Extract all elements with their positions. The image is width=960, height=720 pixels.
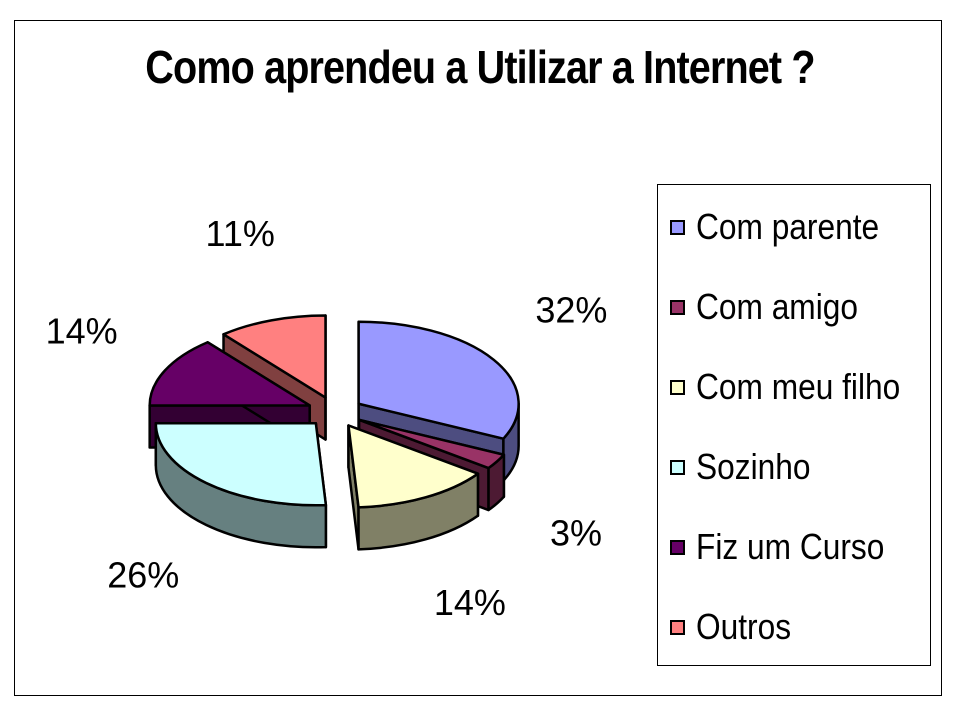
legend-label: Com parente bbox=[696, 206, 880, 247]
legend-swatch bbox=[670, 619, 685, 635]
data-label-com-amigo: 3% bbox=[550, 513, 602, 554]
data-labels: 32% 3% 14% 26% 14% 11% bbox=[46, 213, 608, 623]
legend-swatch bbox=[670, 299, 685, 315]
pie-slice-com-meu-filho bbox=[347, 424, 480, 551]
legend-label: Com amigo bbox=[696, 286, 858, 327]
legend-item-com-meu-filho: Com meu filho bbox=[670, 366, 928, 407]
data-label-sozinho: 26% bbox=[107, 554, 179, 595]
legend-label: Fiz um Curso bbox=[696, 526, 885, 567]
legend-swatch bbox=[670, 379, 685, 395]
legend-swatch bbox=[670, 539, 685, 555]
data-label-outros: 11% bbox=[206, 213, 275, 254]
data-label-com-meu-filho: 14% bbox=[434, 582, 506, 623]
legend-swatch bbox=[670, 459, 685, 475]
data-label-com-parente: 32% bbox=[535, 290, 607, 331]
legend-swatch bbox=[670, 219, 685, 235]
legend-label: Outros bbox=[696, 606, 792, 647]
legend-item-fiz-um-curso: Fiz um Curso bbox=[670, 526, 910, 567]
legend-label: Sozinho bbox=[696, 446, 811, 487]
legend-item-com-parente: Com parente bbox=[670, 206, 904, 247]
pie-slice-sozinho bbox=[154, 421, 328, 549]
legend-item-outros: Outros bbox=[670, 606, 804, 647]
legend-item-com-amigo: Com amigo bbox=[670, 286, 880, 327]
data-label-fiz-um-curso: 14% bbox=[46, 310, 118, 351]
legend-item-sozinho: Sozinho bbox=[670, 446, 826, 487]
chart-title: Como aprendeu a Utilizar a Internet ? bbox=[145, 41, 815, 93]
legend: Com parente Com amigo Com meu filho Sozinho… bbox=[657, 184, 931, 666]
legend-label: Com meu filho bbox=[696, 366, 901, 407]
pie-slices bbox=[148, 314, 520, 551]
